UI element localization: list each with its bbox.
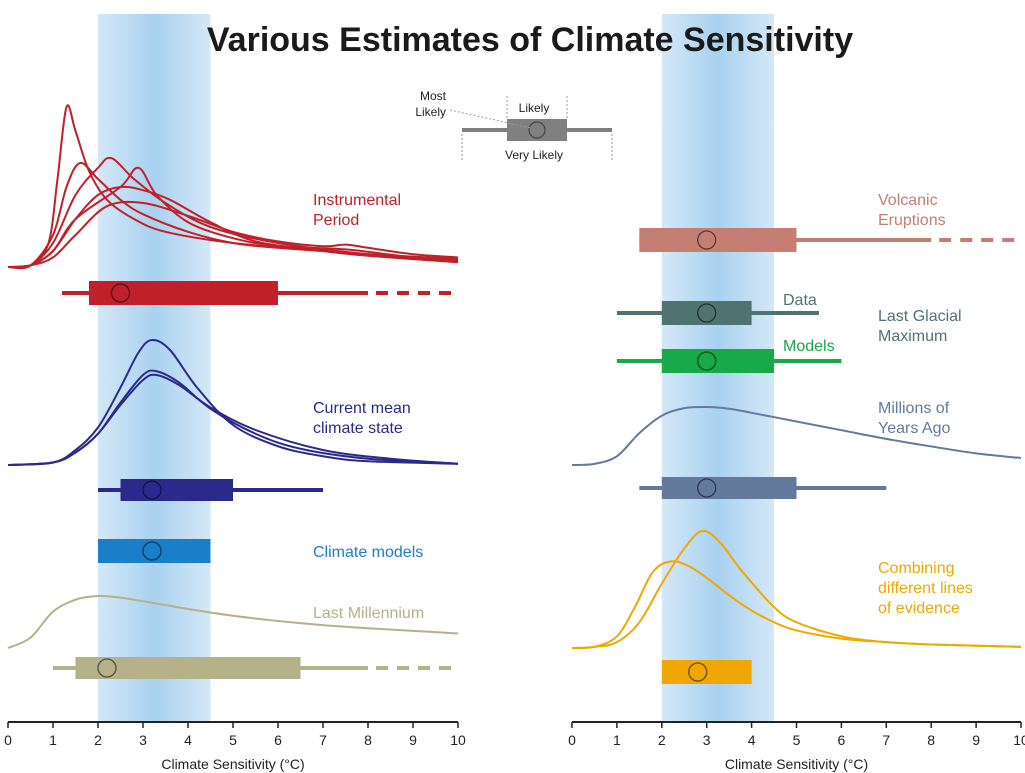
instrumental-pdf-curve <box>7 200 459 268</box>
likely-range-box <box>98 539 211 563</box>
likely-range-box <box>75 657 301 679</box>
likely-range-box <box>120 479 233 501</box>
current-state-range-bar <box>98 479 323 501</box>
likely-range-box <box>661 477 797 499</box>
combined-pdf-curve <box>571 560 1022 650</box>
millions-years-pdf-curve <box>571 405 1022 466</box>
x-tick-label: 1 <box>49 732 57 748</box>
x-tick-label: 10 <box>1013 732 1025 748</box>
instrumental-label: Instrumental Period <box>313 192 401 229</box>
likely-band-1 <box>98 14 211 722</box>
lgm-data-label: Data <box>783 292 817 309</box>
combined-range-bar <box>661 660 752 684</box>
most-likely-marker <box>97 658 117 678</box>
climate-models-label: Climate models <box>313 544 423 561</box>
x-tick-label: 0 <box>4 732 12 748</box>
lgm-models-range-bar <box>616 349 842 373</box>
x-axis-label-1: Climate Sensitivity (°C) <box>161 756 304 772</box>
instrumental-pdf-curve <box>7 185 459 269</box>
x-tick-label: 8 <box>364 732 372 748</box>
most-likely-marker <box>697 230 717 250</box>
volcanic-range-bar <box>639 228 1021 252</box>
chart-title: Various Estimates of Climate Sensitivity <box>207 21 853 59</box>
x-tick-label: 9 <box>972 732 980 748</box>
most-likely-marker <box>697 303 717 323</box>
x-tick-label: 1 <box>613 732 621 748</box>
x-tick-label: 9 <box>409 732 417 748</box>
x-tick-label: 2 <box>658 732 666 748</box>
legend-most-likely-label: Most Likely <box>415 89 446 119</box>
millions-years-label: Millions of Years Ago <box>878 400 950 437</box>
x-tick-label: 3 <box>139 732 147 748</box>
lgm-models-label: Models <box>783 338 835 355</box>
x-axis-label-2: Climate Sensitivity (°C) <box>725 756 868 772</box>
last-millennium-pdf-curve <box>7 594 459 649</box>
x-tick-label: 8 <box>927 732 935 748</box>
legend-leader-line <box>449 109 532 129</box>
lgm-data-range-bar <box>616 301 819 325</box>
volcanic-label: Volcanic Eruptions <box>878 192 946 229</box>
most-likely-marker <box>697 351 717 371</box>
x-tick-label: 4 <box>748 732 756 748</box>
millions-years-range-bar <box>639 477 887 499</box>
current-state-label: Current mean climate state <box>313 400 411 437</box>
climate-models-range-bar <box>98 539 211 563</box>
likely-range-box <box>661 349 775 373</box>
x-tick-label: 6 <box>838 732 846 748</box>
instrumental-range-bar <box>62 281 458 305</box>
legend-likely-box <box>507 119 567 141</box>
x-tick-label: 6 <box>274 732 282 748</box>
x-tick-label: 5 <box>229 732 237 748</box>
chart-content: Instrumental Period Current mean climate st… <box>7 104 1022 684</box>
legend-most-likely-marker <box>528 121 546 139</box>
most-likely-marker <box>110 283 131 303</box>
most-likely-marker <box>142 541 162 561</box>
x-tick-label: 0 <box>568 732 576 748</box>
legend-likely-label: Likely <box>519 101 550 115</box>
current-state-pdf-curve <box>7 338 459 466</box>
last-millennium-label: Last Millennium <box>313 605 424 622</box>
x-tick-label: 7 <box>319 732 327 748</box>
legend-very-likely-label: Very Likely <box>505 148 563 162</box>
last-millennium-range-bar <box>53 657 458 679</box>
combined-label: Combining different lines of evidence <box>878 560 973 617</box>
instrumental-pdf-curve <box>7 161 459 270</box>
lgm-label: Last Glacial Maximum <box>878 308 962 345</box>
most-likely-marker <box>688 662 708 682</box>
x-tick-label: 10 <box>450 732 466 748</box>
likely-range-box <box>661 301 752 325</box>
x-tick-label: 5 <box>793 732 801 748</box>
current-state-pdf-curve <box>7 373 459 466</box>
axes: 0 1 2 3 4 5 6 7 8 9 10 Climate Sensitivity (°C) 0 1 2 3… <box>4 721 1025 772</box>
most-likely-marker <box>142 480 162 500</box>
legend: Most Likely Likely Very Likely <box>415 89 613 162</box>
likely-range-box <box>89 281 278 305</box>
likely-range-box <box>639 228 797 252</box>
x-tick-label: 4 <box>184 732 192 748</box>
x-tick-label: 3 <box>703 732 711 748</box>
x-tick-label: 7 <box>882 732 890 748</box>
x-tick-label: 2 <box>94 732 102 748</box>
most-likely-marker <box>697 478 717 498</box>
